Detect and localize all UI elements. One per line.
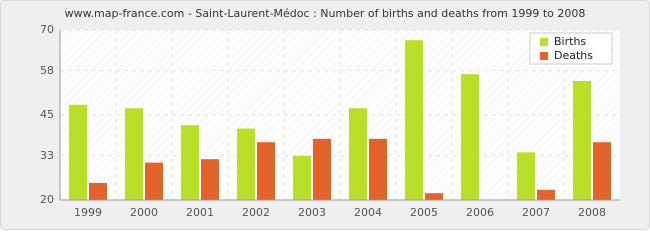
y-tick-label: 58 — [40, 64, 54, 77]
bar — [69, 104, 87, 200]
y-tick-label: 20 — [40, 193, 54, 206]
bar — [461, 74, 479, 200]
y-tick-label: 45 — [40, 108, 54, 121]
bar — [313, 138, 331, 200]
bar — [257, 142, 275, 200]
x-tick-label: 2008 — [578, 206, 606, 219]
bar — [405, 40, 423, 201]
bar — [237, 128, 255, 200]
bar — [89, 183, 107, 200]
x-tick-label: 2003 — [298, 206, 326, 219]
bar — [349, 108, 367, 200]
legend-label: Deaths — [554, 49, 593, 62]
x-tick-label: 2002 — [242, 206, 270, 219]
x-tick-label: 1999 — [74, 206, 102, 219]
bar — [201, 159, 219, 200]
bar — [425, 193, 443, 200]
bar — [573, 81, 591, 200]
y-tick-label: 33 — [40, 149, 54, 162]
bar — [145, 162, 163, 200]
bar — [517, 152, 535, 200]
x-tick-label: 2001 — [186, 206, 214, 219]
legend-label: Births — [554, 35, 586, 48]
legend-swatch — [540, 38, 548, 46]
x-tick-label: 2004 — [354, 206, 382, 219]
bar — [181, 125, 199, 200]
bar — [125, 108, 143, 200]
x-tick-label: 2005 — [410, 206, 438, 219]
y-tick-label: 70 — [40, 23, 54, 36]
x-tick-label: 2007 — [522, 206, 550, 219]
legend-swatch — [540, 52, 548, 60]
bar — [593, 142, 611, 200]
bar — [537, 189, 555, 200]
bar — [293, 155, 311, 200]
chart-title: www.map-france.com - Saint-Laurent-Médoc… — [65, 7, 586, 20]
chart: www.map-france.com - Saint-Laurent-Médoc… — [0, 0, 650, 230]
x-tick-label: 2006 — [466, 206, 494, 219]
bar — [369, 138, 387, 200]
x-tick-label: 2000 — [130, 206, 158, 219]
